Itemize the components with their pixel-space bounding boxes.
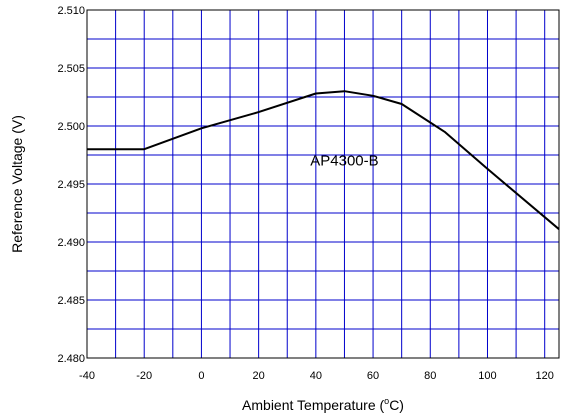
y-tick-label: 2.510: [57, 5, 85, 17]
series-group: [87, 90, 560, 230]
y-tick-label: 2.495: [57, 179, 85, 191]
y-tick-label: 2.500: [57, 121, 85, 133]
x-tick-label: 120: [536, 370, 554, 382]
x-axis-title-superscript: o: [384, 396, 389, 406]
x-tick-label: 0: [198, 370, 204, 382]
x-axis-title-main: Ambient Temperature (: [242, 397, 384, 413]
y-tick-label: 2.485: [57, 295, 85, 307]
x-tick-label: 100: [478, 370, 496, 382]
x-axis-title-unit: C): [389, 397, 404, 413]
x-axis-title: Ambient Temperature (oC): [242, 396, 404, 413]
x-tick-label: 60: [367, 370, 379, 382]
y-tick-label: 2.505: [57, 63, 85, 75]
y-axis-title: Reference Voltage (V): [9, 115, 25, 253]
y-axis-tick-labels: 2.480 2.485 2.490 2.495 2.500 2.505 2.510: [57, 5, 85, 365]
x-tick-label: -40: [79, 370, 95, 382]
x-axis-tick-labels: -40 -20 0 20 40 60 80 100 120: [79, 370, 554, 382]
y-tick-label: 2.480: [57, 353, 85, 365]
x-tick-label: 80: [424, 370, 436, 382]
series-line-0: [87, 90, 560, 230]
plot-frame: [86, 9, 560, 359]
x-tick-label: 40: [310, 370, 322, 382]
annotation-label: AP4300-B: [310, 152, 378, 169]
y-tick-label: 2.490: [57, 237, 85, 249]
x-tick-label: -20: [136, 370, 152, 382]
x-tick-label: 20: [253, 370, 265, 382]
grid-lines: [87, 10, 559, 358]
